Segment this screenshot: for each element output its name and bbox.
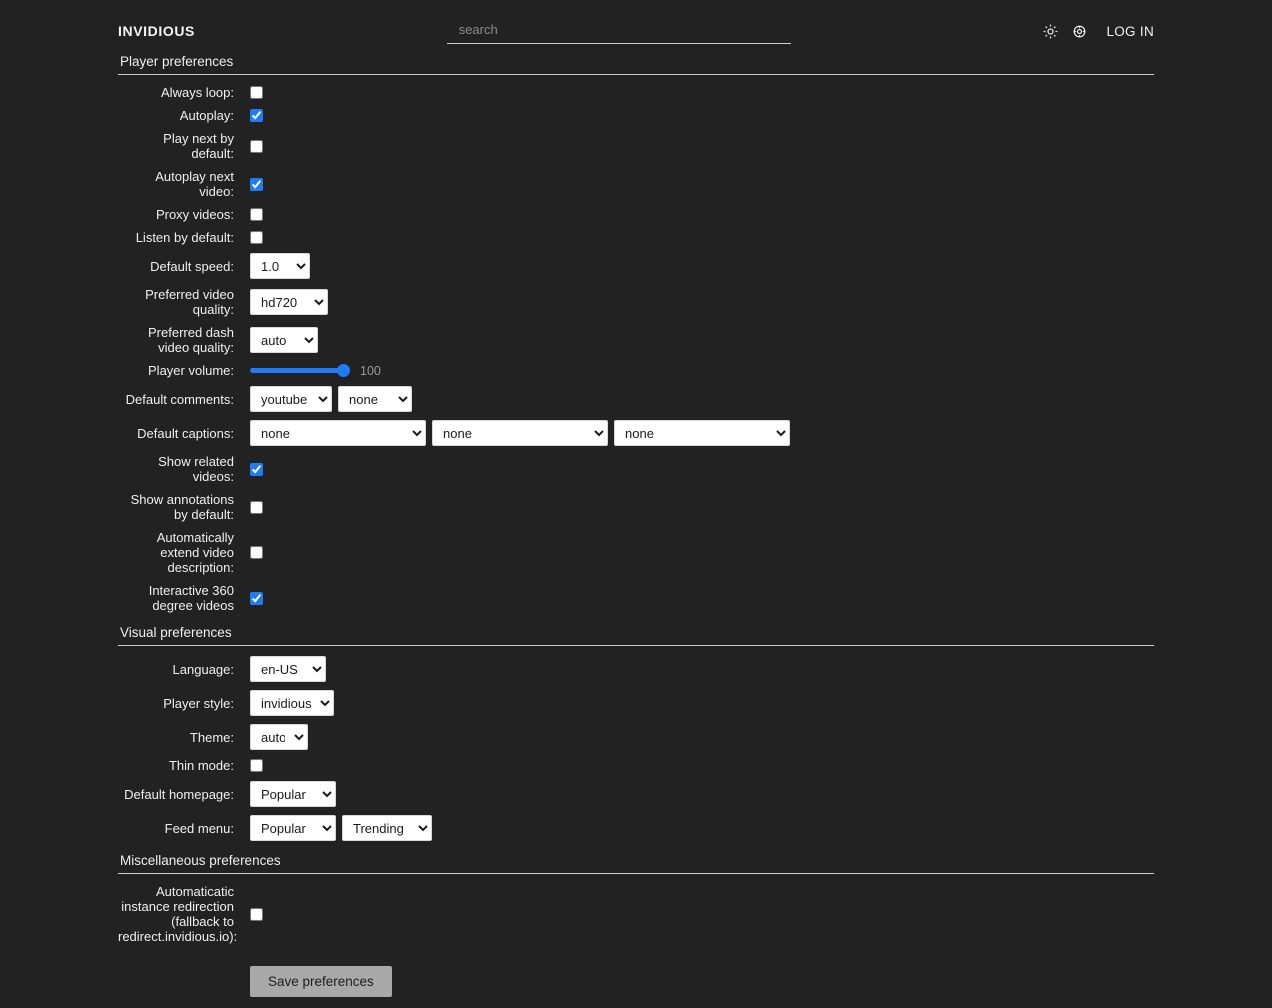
label-preferred-video-quality: Preferred video quality:	[145, 287, 234, 317]
checkbox-always-loop[interactable]	[250, 86, 263, 99]
label-default-captions: Default captions:	[137, 425, 234, 441]
label-always-loop: Always loop:	[161, 85, 234, 100]
select-default-captions-2[interactable]: none	[432, 420, 608, 446]
checkbox-instance-redirection[interactable]	[250, 907, 263, 921]
pref-row-default-speed: Default speed: 1.0	[118, 253, 1154, 279]
checkbox-proxy-videos[interactable]	[250, 208, 263, 221]
pref-row-listen-by-default: Listen by default:	[118, 230, 1154, 245]
checkbox-autoplay[interactable]	[250, 109, 263, 122]
label-autoplay-next-video: Autoplay next video:	[155, 169, 234, 199]
pref-row-autoplay-next-video: Autoplay next video:	[118, 169, 1154, 199]
search-bar	[195, 18, 1042, 44]
save-preferences-button[interactable]: Save preferences	[250, 966, 392, 997]
checkbox-play-next-by-default[interactable]	[250, 139, 263, 153]
section-misc: Automaticatic instance redirection (fall…	[118, 884, 1154, 944]
label-player-style: Player style:	[163, 695, 234, 711]
select-feed-menu-1[interactable]: Popular	[250, 815, 336, 841]
pref-row-instance-redirection: Automaticatic instance redirection (fall…	[118, 884, 1154, 944]
pref-row-interactive-360: Interactive 360 degree videos	[118, 583, 1154, 613]
label-default-homepage: Default homepage:	[124, 786, 234, 802]
select-default-captions-1[interactable]: none	[250, 420, 426, 446]
label-feed-menu: Feed menu:	[164, 820, 234, 836]
pref-row-default-comments: Default comments: youtube none	[118, 386, 1154, 412]
gear-icon[interactable]	[1071, 23, 1088, 40]
label-interactive-360: Interactive 360 degree videos	[148, 583, 234, 613]
select-default-speed[interactable]: 1.0	[250, 253, 310, 279]
select-default-captions-3[interactable]: none	[614, 420, 790, 446]
select-language[interactable]: en-US	[250, 656, 326, 682]
checkbox-show-annotations[interactable]	[250, 500, 263, 514]
pref-row-default-homepage: Default homepage: Popular	[118, 781, 1154, 807]
pref-row-feed-menu: Feed menu: Popular Trending	[118, 815, 1154, 841]
pref-row-proxy-videos: Proxy videos:	[118, 207, 1154, 222]
checkbox-interactive-360[interactable]	[250, 591, 263, 605]
save-row: Save preferences	[118, 966, 1154, 997]
label-language: Language:	[172, 661, 234, 677]
label-player-volume: Player volume:	[148, 363, 234, 378]
pref-row-autoplay: Autoplay:	[118, 108, 1154, 123]
section-title-player: Player preferences	[118, 54, 1154, 75]
select-preferred-dash-video-quality[interactable]: auto	[250, 327, 318, 353]
section-title-misc: Miscellaneous preferences	[118, 853, 1154, 874]
login-button[interactable]: LOG IN	[1106, 23, 1154, 39]
select-player-style[interactable]: invidious	[250, 690, 334, 716]
search-input[interactable]	[446, 18, 791, 44]
page-footer: Released under the AGPLv3 by Omar Roth. …	[0, 997, 1272, 1008]
label-preferred-dash-video-quality: Preferred dash video quality:	[148, 325, 234, 355]
pref-row-show-related-videos: Show related videos:	[118, 454, 1154, 484]
label-theme: Theme:	[189, 729, 234, 745]
select-feed-menu-2[interactable]: Trending	[342, 815, 432, 841]
label-show-annotations: Show annotations by default:	[130, 492, 234, 522]
label-proxy-videos: Proxy videos:	[155, 207, 234, 222]
section-title-visual: Visual preferences	[118, 625, 1154, 646]
label-default-comments: Default comments:	[125, 391, 234, 407]
pref-row-show-annotations: Show annotations by default:	[118, 492, 1154, 522]
label-extend-description: Automatically extend video description:	[156, 530, 234, 575]
label-listen-by-default: Listen by default:	[135, 230, 234, 245]
pref-row-default-captions: Default captions: none none none	[118, 420, 1154, 446]
section-player: Always loop: Autoplay: Play next by defa…	[118, 85, 1154, 613]
select-preferred-video-quality[interactable]: hd720	[250, 289, 328, 315]
checkbox-show-related-videos[interactable]	[250, 462, 263, 476]
checkbox-thin-mode[interactable]	[250, 759, 263, 772]
top-navbar: INVIDIOUS LOG IN	[0, 0, 1272, 54]
select-default-comments-primary[interactable]: youtube	[250, 386, 332, 412]
pref-row-theme: Theme: auto	[118, 724, 1154, 750]
brand-logo[interactable]: INVIDIOUS	[118, 23, 195, 39]
checkbox-listen-by-default[interactable]	[250, 231, 263, 244]
checkbox-extend-description[interactable]	[250, 546, 263, 559]
pref-row-preferred-video-quality: Preferred video quality: hd720	[118, 287, 1154, 317]
label-play-next-by-default: Play next by default:	[163, 131, 234, 161]
label-show-related-videos: Show related videos:	[158, 454, 234, 484]
sun-icon[interactable]	[1042, 23, 1059, 40]
pref-row-extend-description: Automatically extend video description:	[118, 530, 1154, 575]
label-autoplay: Autoplay:	[179, 108, 234, 123]
pref-row-language: Language: en-US	[118, 656, 1154, 682]
slider-player-volume[interactable]	[250, 363, 350, 378]
pref-row-thin-mode: Thin mode:	[118, 758, 1154, 773]
pref-row-preferred-dash-video-quality: Preferred dash video quality: auto	[118, 325, 1154, 355]
checkbox-autoplay-next-video[interactable]	[250, 177, 263, 191]
player-volume-value: 100	[360, 363, 381, 378]
pref-row-player-style: Player style: invidious	[118, 690, 1154, 716]
select-default-homepage[interactable]: Popular	[250, 781, 336, 807]
pref-row-always-loop: Always loop:	[118, 85, 1154, 100]
label-default-speed: Default speed:	[150, 258, 234, 274]
pref-row-player-volume: Player volume: 100	[118, 363, 1154, 378]
pref-row-play-next-by-default: Play next by default:	[118, 131, 1154, 161]
preferences-page: Player preferences Always loop: Autoplay…	[0, 54, 1272, 997]
select-theme[interactable]: auto	[250, 724, 308, 750]
section-visual: Language: en-US Player style: invidious …	[118, 656, 1154, 841]
label-thin-mode: Thin mode:	[168, 758, 234, 773]
select-default-comments-secondary[interactable]: none	[338, 386, 412, 412]
label-instance-redirection: Automaticatic instance redirection (fall…	[118, 884, 238, 944]
navbar-actions: LOG IN	[1042, 23, 1154, 40]
